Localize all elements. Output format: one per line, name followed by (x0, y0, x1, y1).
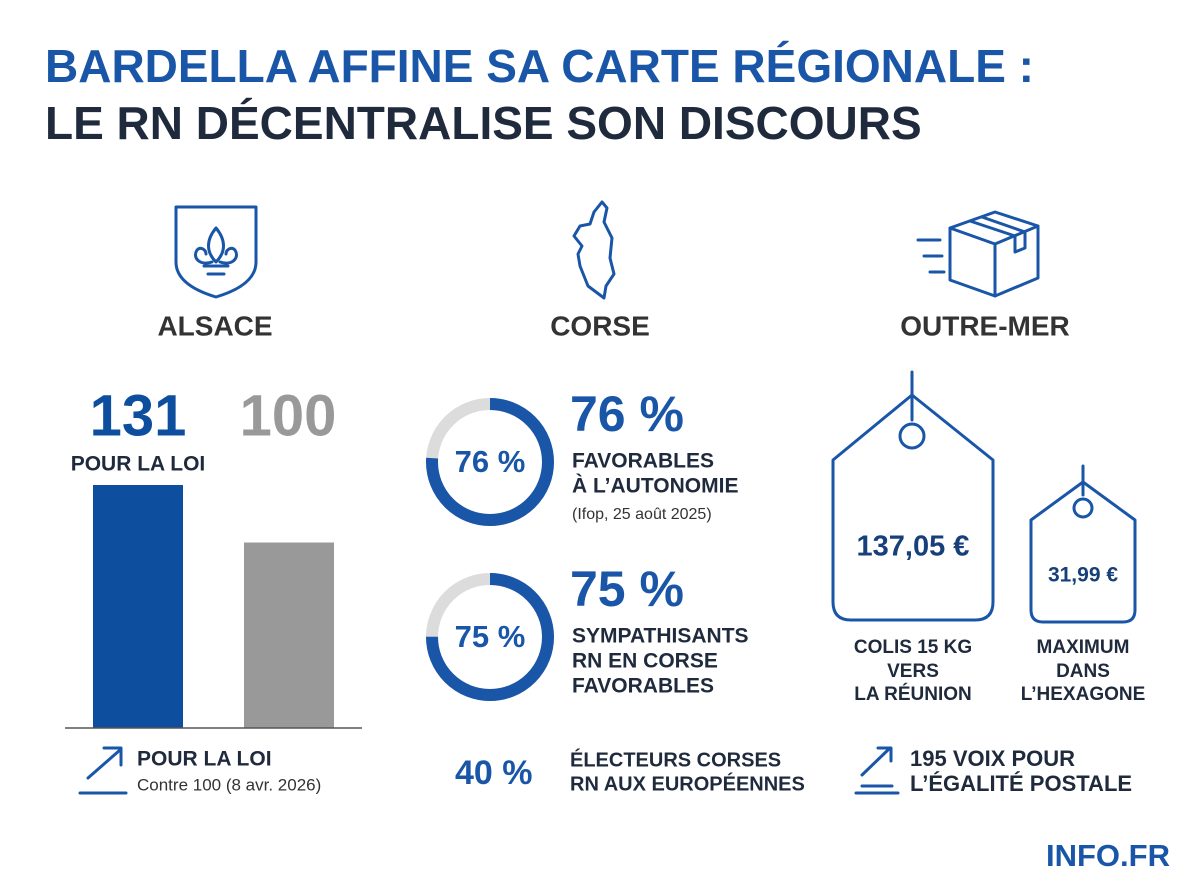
arrow-icon (78, 746, 128, 795)
stat-text: À L’AUTONOMIE (572, 475, 738, 498)
bar-group (93, 485, 334, 728)
footer-text: 195 VOIX POUR (910, 746, 1075, 771)
bar-value: 131 (90, 383, 187, 448)
stat-text: ÉLECTEURS CORSES (570, 748, 781, 771)
bar-label: POUR LA LOI (71, 453, 206, 476)
stat: 40 % (455, 754, 533, 792)
bar (244, 542, 334, 728)
donut-arc (426, 398, 554, 526)
stat-heading: 76 % (570, 386, 684, 442)
corsica-icon (572, 200, 616, 300)
stat-text: RN EN CORSE (572, 650, 718, 673)
donut-label: 76 % (455, 444, 526, 479)
tag-caption: DANS (1056, 661, 1110, 682)
tag-caption: MAXIMUM (1037, 637, 1130, 658)
section-heading: ALSACE (157, 310, 272, 341)
footer-text: L’ÉGALITÉ POSTALE (910, 771, 1132, 796)
bar (93, 485, 183, 728)
tag-caption: L’HEXAGONE (1021, 684, 1146, 705)
stat-text: FAVORABLES (572, 675, 714, 698)
title-line: BARDELLA AFFINE SA CARTE RÉGIONALE : (45, 40, 1034, 92)
stat-text: RN AUX EUROPÉENNES (570, 772, 805, 795)
tag-caption: VERS (887, 661, 939, 682)
donut-arc (426, 573, 554, 701)
footer-note: Contre 100 (8 avr. 2026) (137, 775, 321, 794)
stat-heading: 75 % (570, 561, 684, 617)
vote-icon (854, 746, 900, 795)
stat-note: (Ifop, 25 août 2025) (572, 506, 712, 523)
tag-caption: LA RÉUNION (854, 683, 972, 705)
section-heading: OUTRE-MER (900, 310, 1070, 341)
footer-title: POUR LA LOI (137, 748, 272, 771)
price: 31,99 € (1048, 564, 1118, 587)
stat-text: SYMPATHISANTS (572, 625, 749, 648)
price: 137,05 € (857, 531, 970, 563)
stat-text: FAVORABLES (572, 450, 714, 473)
parcel-icon (916, 210, 1040, 298)
bar-value: 100 (240, 383, 337, 448)
section-heading: CORSE (550, 310, 650, 341)
title-line: LE RN DÉCENTRALISE SON DISCOURS (45, 97, 922, 149)
tag-caption: COLIS 15 KG (854, 637, 972, 658)
shield-icon (174, 205, 258, 299)
donut-label: 75 % (455, 619, 526, 654)
brand: INFO.FR (1046, 838, 1170, 873)
price-tags (831, 370, 1137, 624)
